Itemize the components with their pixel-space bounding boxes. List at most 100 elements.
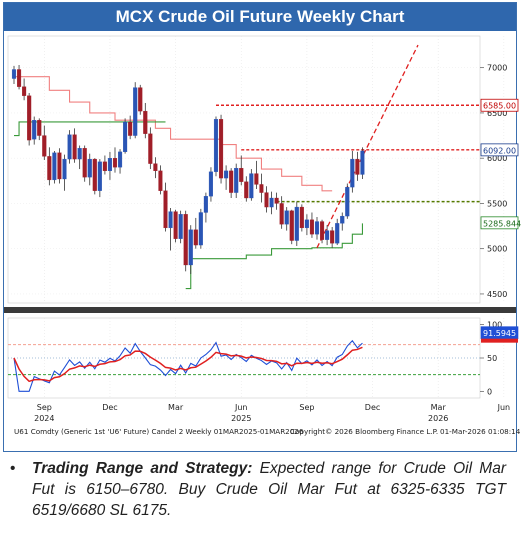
candle xyxy=(309,219,314,235)
candle xyxy=(143,110,148,134)
candle xyxy=(234,167,239,193)
candle xyxy=(112,158,118,168)
grid xyxy=(4,35,516,399)
candle xyxy=(279,203,284,225)
candle xyxy=(269,197,274,208)
price-panel xyxy=(7,35,481,304)
candle xyxy=(163,190,168,229)
y-tick-label: 6000 xyxy=(487,154,507,163)
rsi-tick-label: 0 xyxy=(487,387,492,396)
candle xyxy=(168,211,173,229)
resistance-2-tag-label: 6092.00 xyxy=(483,146,516,155)
candle xyxy=(274,197,279,204)
candle xyxy=(37,120,42,136)
x-tick-label: Sep xyxy=(299,403,314,412)
candle xyxy=(133,87,138,136)
candle xyxy=(11,69,17,79)
candle xyxy=(123,121,128,153)
rsi-value-label: 91.5945 xyxy=(483,329,516,338)
candle xyxy=(259,184,264,193)
resistance-2-tag xyxy=(480,143,519,157)
x-tick-label: Mar xyxy=(168,403,184,412)
candle xyxy=(229,170,234,193)
x-tick-label: Jun xyxy=(234,403,248,412)
x-tick-sublabel: 2026 xyxy=(428,414,448,423)
resistance-1-tag xyxy=(480,98,519,112)
candle xyxy=(92,158,97,191)
upper-stop-line xyxy=(14,76,333,192)
y-tick-label: 7000 xyxy=(487,64,507,73)
candle xyxy=(107,158,113,172)
y-tick-label: 5000 xyxy=(487,245,507,254)
rsi-panel: 100 50 0 91.5945 xyxy=(8,321,519,396)
page-title: MCX Crude Oil Future Weekly Chart xyxy=(4,3,516,31)
candle xyxy=(254,173,259,185)
candle xyxy=(218,119,224,179)
candle xyxy=(294,206,299,241)
x-tick-sublabel: 2025 xyxy=(231,414,251,423)
candle xyxy=(47,156,52,181)
breakout-trendline xyxy=(316,44,419,249)
candle xyxy=(57,152,62,180)
support-tag xyxy=(480,216,519,230)
candle xyxy=(118,151,123,168)
strategy-body: Expected range for Crude Oil Mar Fut is … xyxy=(32,460,506,519)
candle xyxy=(193,229,198,246)
rsi-tick-label: 50 xyxy=(487,354,497,363)
candle xyxy=(77,148,82,160)
candle xyxy=(224,170,229,179)
rsi-signal-line xyxy=(13,346,363,383)
strategy-heading: Trading Range and Strategy: xyxy=(32,460,253,477)
candle xyxy=(16,69,22,87)
x-tick-label: Mar xyxy=(431,403,447,412)
candle xyxy=(153,163,158,172)
bullet-icon: • xyxy=(10,460,16,477)
candle xyxy=(22,86,27,96)
candle xyxy=(355,158,360,175)
rsi-tick-label: 100 xyxy=(487,321,502,330)
candle xyxy=(173,211,178,239)
candle xyxy=(325,230,330,240)
candle xyxy=(213,119,219,172)
footer-left: U61 Comdty (Generic 1st 'U6' Future) Can… xyxy=(14,427,304,436)
x-tick-sublabel: 2024 xyxy=(34,414,54,423)
candle xyxy=(148,133,153,164)
x-tick-label: Jun xyxy=(497,403,511,412)
strategy-text: Trading Range and Strategy: Expected ran… xyxy=(32,458,506,521)
footer-right: 01-Mar-2026 01:08:14 xyxy=(440,427,521,436)
candle xyxy=(62,158,67,180)
candle xyxy=(52,152,57,181)
candle xyxy=(345,186,350,217)
candle xyxy=(87,158,92,178)
rsi-panel-frame xyxy=(7,317,481,399)
candle xyxy=(178,214,183,239)
price-chart: Sep 2024 Dec Mar Jun 2025 Sep Dec Mar 2026 Jun 7000… xyxy=(4,35,521,423)
y-tick-label: 4500 xyxy=(487,290,507,299)
candle xyxy=(183,214,188,266)
candle xyxy=(350,158,355,188)
candle xyxy=(244,181,249,199)
candle xyxy=(239,167,244,182)
candle xyxy=(335,223,340,244)
candle xyxy=(42,135,47,157)
candle xyxy=(158,170,163,191)
candle xyxy=(67,134,72,160)
candle xyxy=(249,173,254,199)
candle xyxy=(203,196,208,213)
candles xyxy=(11,64,365,275)
y-tick-label: 5500 xyxy=(487,199,507,208)
candle xyxy=(319,221,325,240)
footer-center: Copyright© 2026 Bloomberg Finance L.P. xyxy=(290,427,439,436)
resistance-1-tag-label: 6585.00 xyxy=(483,102,516,111)
candle xyxy=(208,171,214,197)
y-tick-label: 6500 xyxy=(487,109,507,118)
candle xyxy=(264,192,269,208)
candle xyxy=(198,212,203,246)
candle xyxy=(340,215,345,224)
candle xyxy=(188,229,193,266)
lower-stop-line xyxy=(14,121,363,290)
candle xyxy=(360,150,365,175)
support-tag-label: 5285.844 xyxy=(483,219,521,228)
candle xyxy=(299,206,304,229)
candle xyxy=(289,210,294,241)
